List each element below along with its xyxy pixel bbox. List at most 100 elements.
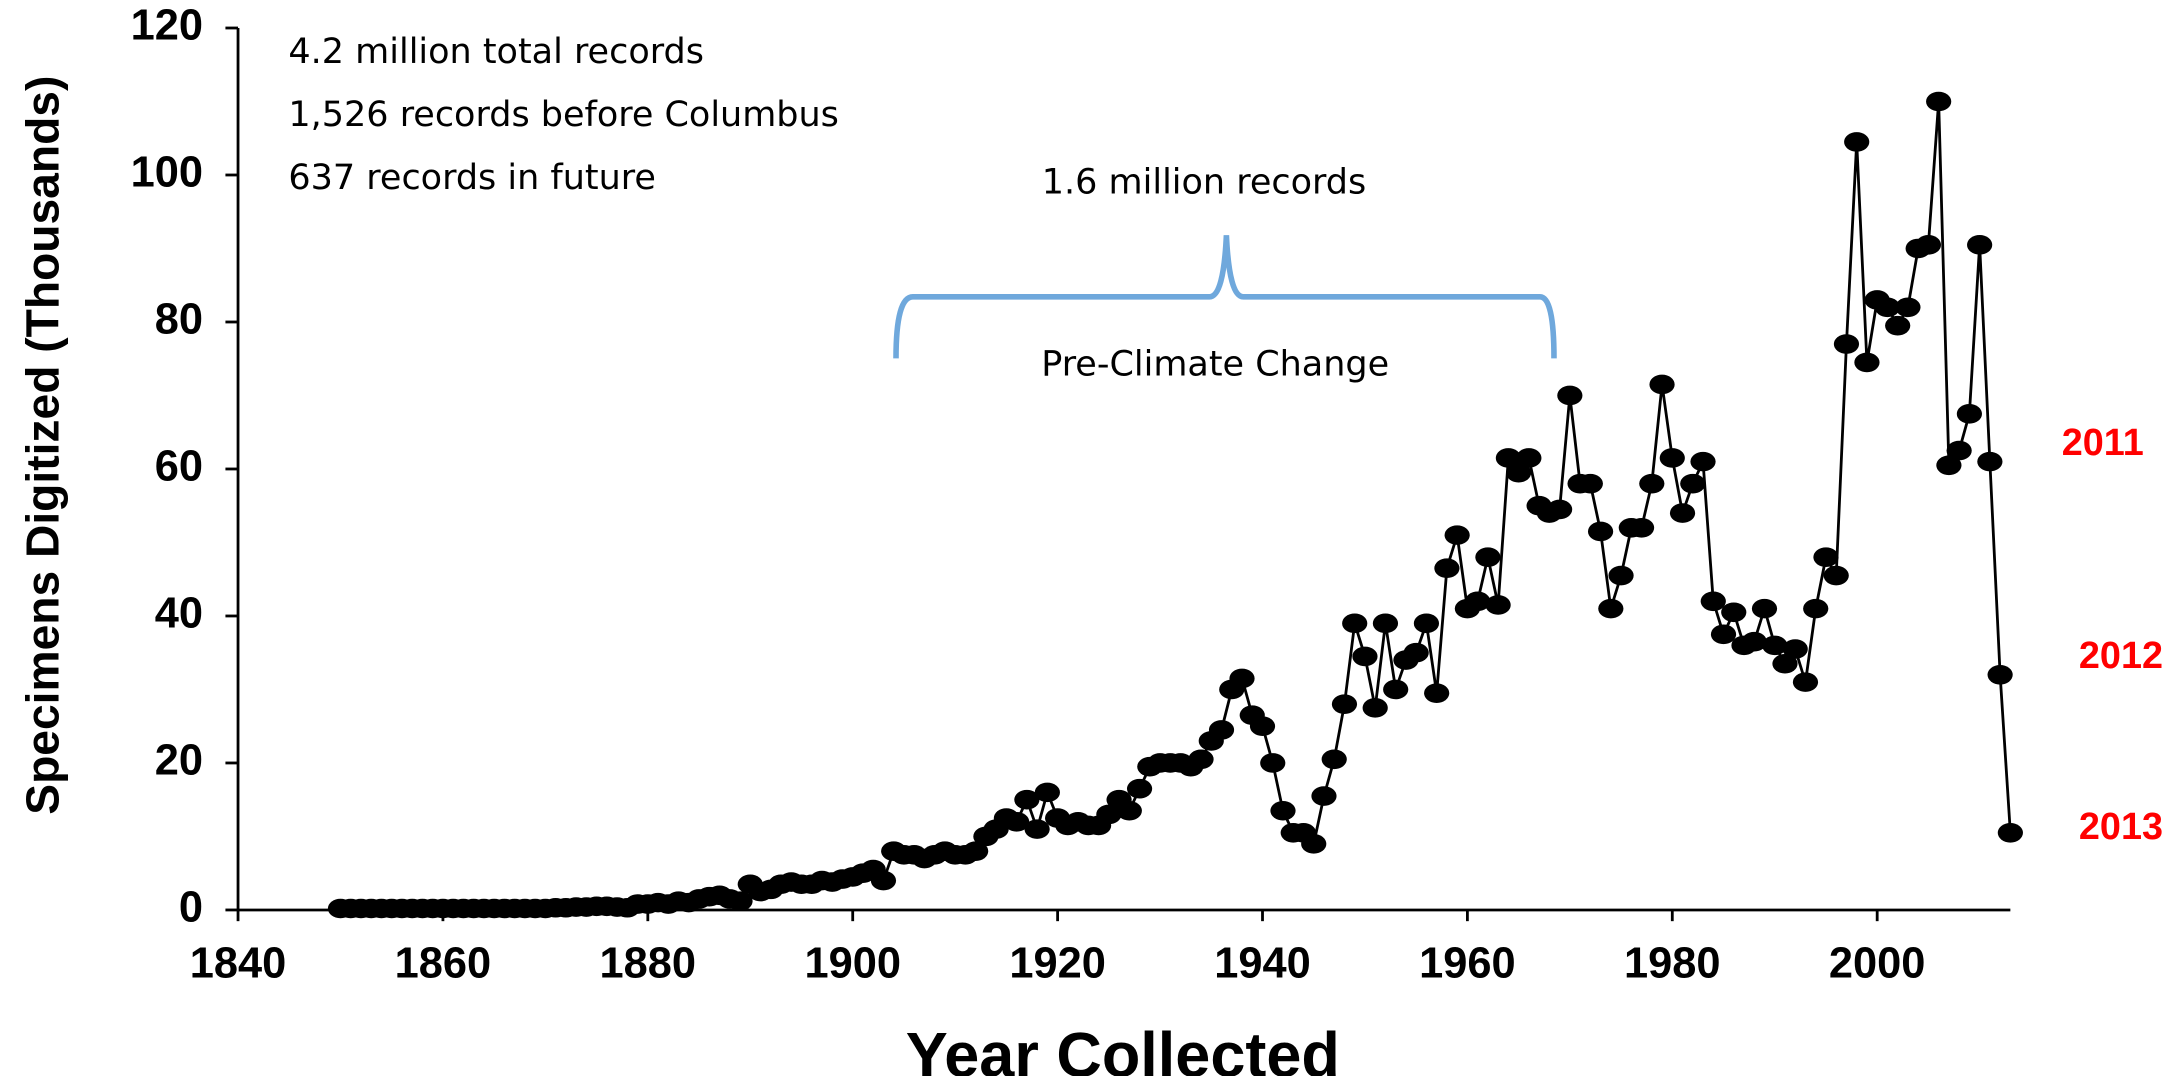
point: [1096, 804, 1122, 825]
point: [1710, 624, 1737, 645]
point: [1188, 749, 1214, 770]
y-tick-label: 80: [155, 295, 203, 343]
y-tick-label: 100: [131, 148, 203, 196]
point: [1608, 565, 1634, 586]
point: [1434, 558, 1460, 579]
point: [1936, 455, 1962, 476]
point: [1721, 602, 1747, 623]
point: [1424, 683, 1450, 703]
point: [727, 891, 753, 911]
point: [1208, 720, 1235, 740]
point: [1034, 782, 1060, 803]
point: [1690, 451, 1716, 472]
annotation: 1.6 million records: [1042, 162, 1366, 202]
series-line: [340, 101, 2012, 910]
point: [1444, 525, 1470, 545]
y-tick-label: 0: [179, 883, 203, 931]
x-tick-label: 1840: [190, 939, 286, 987]
point: [1506, 462, 1532, 483]
point: [1895, 297, 1921, 318]
point: [1116, 800, 1142, 821]
annotation: 4.2 million total records: [288, 32, 704, 72]
point: [1516, 448, 1542, 468]
point: [1321, 749, 1347, 770]
point: [1372, 613, 1399, 634]
point: [1915, 235, 1942, 255]
point: [1598, 598, 1624, 619]
point: [1485, 595, 1511, 615]
annotation: 2013: [2079, 806, 2163, 848]
annotation: 2012: [2079, 635, 2163, 677]
point: [1741, 631, 1767, 652]
point: [1772, 653, 1798, 674]
point: [1311, 786, 1337, 806]
point: [1024, 819, 1050, 839]
x-tick-label: 1860: [395, 939, 492, 987]
point: [1362, 698, 1388, 718]
x-tick-label: 1940: [1214, 939, 1311, 987]
point: [1844, 132, 1870, 152]
point: [1301, 834, 1327, 854]
point: [1639, 473, 1665, 494]
point: [1792, 672, 1819, 692]
point: [1546, 499, 1573, 520]
point: [1956, 404, 1982, 424]
point: [1649, 374, 1675, 395]
point: [1249, 716, 1276, 737]
annotation: 637 records in future: [288, 158, 656, 198]
x-tick-label: 1920: [1009, 939, 1106, 987]
point: [963, 841, 989, 861]
point: [1495, 448, 1521, 468]
point: [1659, 448, 1685, 468]
y-tick-label: 20: [155, 736, 203, 784]
x-tick-label: 1900: [804, 939, 901, 987]
point: [1854, 352, 1880, 373]
point: [1813, 547, 1839, 567]
point: [1383, 679, 1409, 700]
point: [1229, 668, 1255, 689]
point: [1926, 91, 1952, 112]
point: [1465, 591, 1491, 612]
point: [1331, 694, 1358, 714]
x-tick-label: 1960: [1419, 939, 1516, 987]
point: [1977, 451, 2003, 472]
point: [1680, 473, 1706, 494]
point: [1946, 440, 1972, 461]
point: [870, 870, 897, 891]
x-tick-label: 2000: [1829, 939, 1926, 987]
point: [1700, 591, 1726, 612]
point: [1587, 521, 1614, 542]
y-tick-label: 120: [131, 1, 203, 49]
x-axis-title: Year Collected: [906, 1020, 1340, 1076]
point: [1833, 334, 1860, 354]
point: [1260, 753, 1286, 773]
y-tick-label: 40: [155, 589, 203, 637]
point: [1403, 642, 1429, 663]
point: [1342, 613, 1368, 634]
point: [1126, 778, 1153, 799]
point: [1475, 547, 1501, 567]
point: [1997, 822, 2023, 843]
y-tick-label: 60: [155, 442, 203, 490]
point: [1751, 598, 1778, 619]
point: [1762, 635, 1788, 656]
point: [1669, 503, 1696, 523]
point: [1823, 565, 1849, 586]
bracket: [893, 235, 1557, 359]
annotation: 2011: [2062, 422, 2144, 464]
x-tick-label: 1980: [1624, 939, 1721, 987]
point: [1004, 811, 1030, 832]
point: [1782, 639, 1808, 659]
point: [1557, 385, 1583, 406]
point: [1967, 235, 1993, 255]
point: [1577, 473, 1603, 494]
point: [1803, 598, 1829, 619]
point: [1874, 297, 1901, 318]
point: [1270, 800, 1296, 821]
point: [1628, 517, 1655, 538]
annotation: 1,526 records before Columbus: [288, 95, 839, 135]
point: [1885, 315, 1911, 336]
annotation: Pre-Climate Change: [1041, 344, 1389, 384]
point: [1014, 789, 1040, 810]
